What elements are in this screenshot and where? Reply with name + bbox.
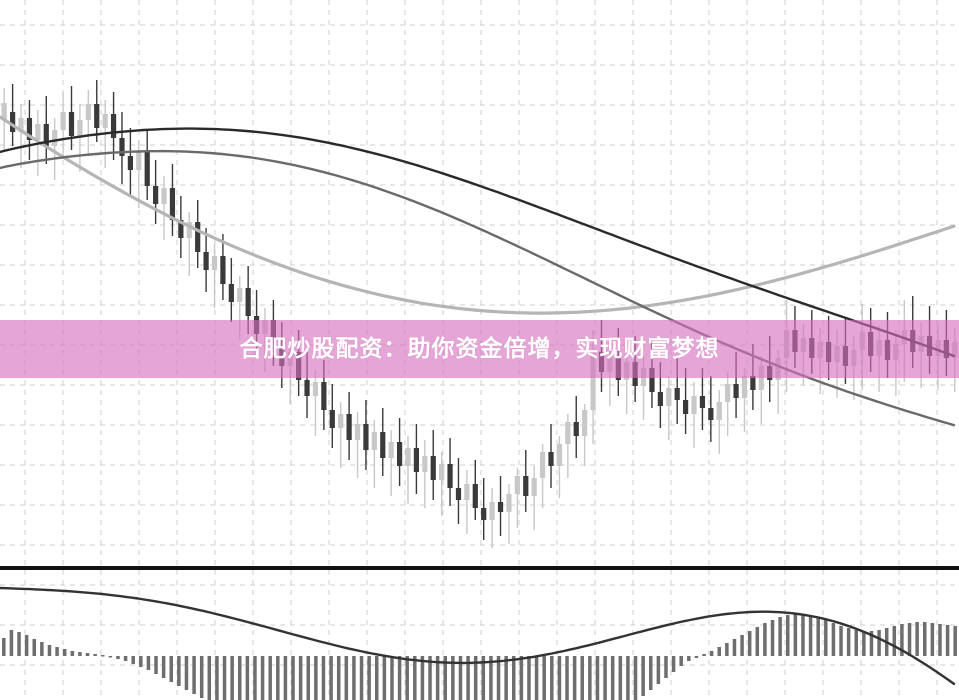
macd-signal-line — [0, 586, 956, 686]
macd-histogram — [2, 614, 957, 700]
candlestick-series — [1, 80, 958, 548]
panel-separator — [0, 566, 959, 570]
price-chart-panel — [0, 0, 959, 568]
grid-lines — [0, 570, 959, 700]
promo-banner-text: 合肥炒股配资：助你资金倍增，实现财富梦想 — [239, 335, 720, 362]
ma-mid-line — [0, 149, 956, 427]
ma-fast-line — [0, 127, 956, 358]
grid-lines — [0, 0, 959, 568]
macd-indicator-panel — [0, 570, 959, 700]
price-chart-canvas — [0, 0, 959, 568]
promo-banner: 合肥炒股配资：助你资金倍增，实现财富梦想 — [0, 320, 959, 378]
macd-chart-canvas — [0, 570, 959, 700]
ma-slow-line — [0, 115, 956, 315]
